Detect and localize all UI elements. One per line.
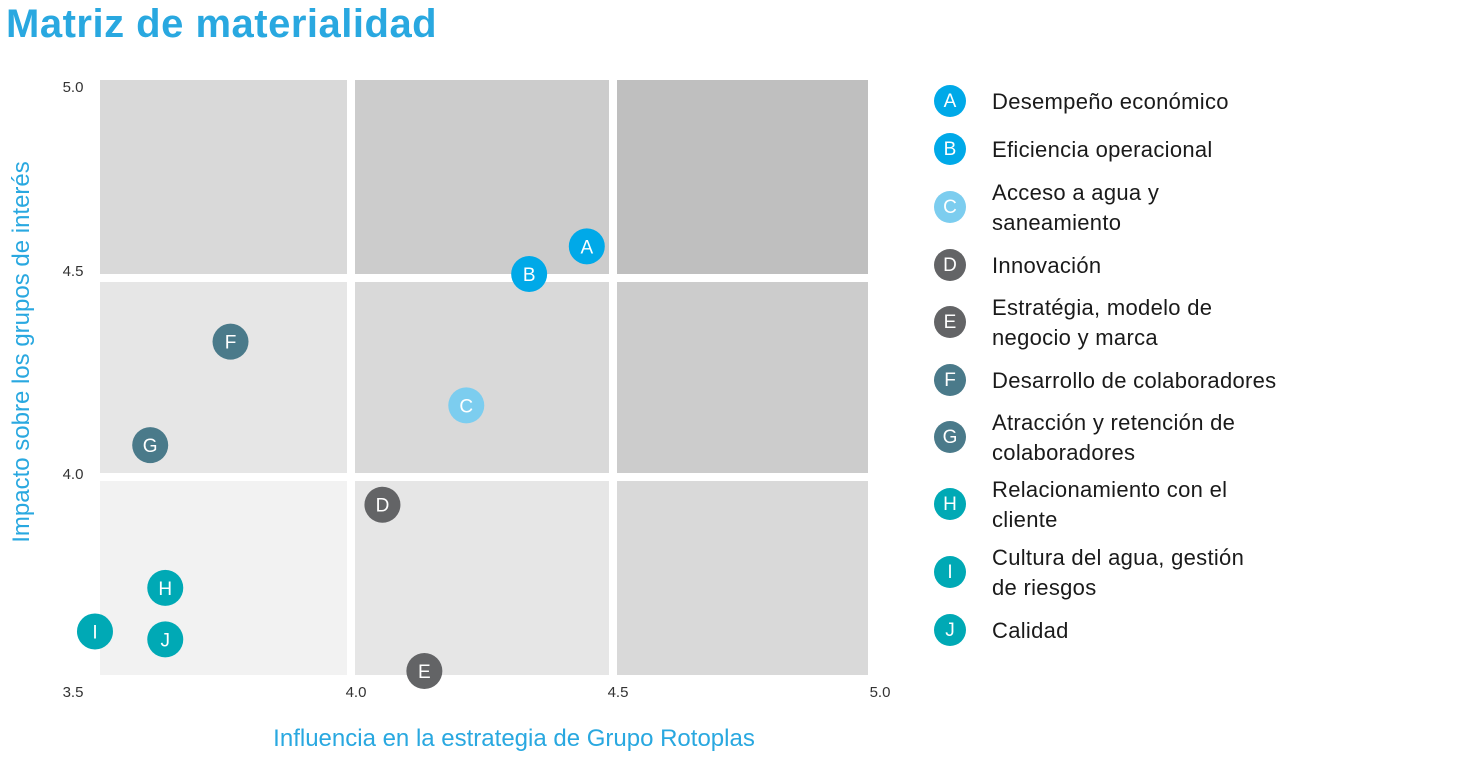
legend-marker (934, 421, 966, 453)
legend-letter: H (943, 494, 957, 515)
y-tick-label: 4.0 (63, 466, 84, 483)
point-letter: E (418, 662, 431, 683)
legend-item-d: D Innovación (934, 249, 1101, 281)
quadrant-0-2 (617, 80, 868, 274)
x-tick-label: 4.5 (608, 684, 629, 701)
legend-marker (934, 614, 966, 646)
point-marker (147, 569, 184, 606)
quadrant-1-1 (355, 282, 609, 473)
legend-letter: C (943, 197, 957, 218)
legend-label: Desempeño económico (992, 89, 1229, 114)
legend-item-b: B Eficiencia operacional (934, 133, 1213, 165)
legend-letter: I (947, 562, 952, 583)
legend-label: negocio y marca (992, 325, 1158, 350)
point-e: E (406, 653, 443, 690)
legend-label: Desarrollo de colaboradores (992, 368, 1276, 393)
legend-letter: E (944, 312, 957, 333)
legend-label: Cultura del agua, gestión (992, 545, 1244, 570)
point-letter: I (92, 622, 97, 643)
point-letter: F (225, 333, 237, 354)
point-i: I (76, 613, 113, 650)
legend-marker (934, 556, 966, 588)
point-letter: G (143, 436, 158, 457)
quadrant-0-0 (100, 80, 347, 274)
legend-marker (934, 133, 966, 165)
point-h: H (147, 569, 184, 606)
legend-marker (934, 191, 966, 223)
legend-label: Innovación (992, 253, 1101, 278)
point-marker (406, 653, 443, 690)
legend-item-j: J Calidad (934, 614, 1069, 646)
legend-label: Calidad (992, 618, 1069, 643)
quadrant-grid (100, 80, 868, 675)
point-c: C (448, 387, 485, 424)
point-letter: D (376, 496, 390, 517)
point-marker (448, 387, 485, 424)
point-marker (147, 621, 184, 658)
axis-ticks: 3.5 4.0 4.5 5.0 5.0 4.5 4.0 (63, 79, 891, 701)
legend-label: saneamiento (992, 210, 1121, 235)
legend-label: Eficiencia operacional (992, 137, 1213, 162)
quadrant-2-0 (100, 481, 347, 675)
legend-letter: A (944, 91, 957, 112)
legend-letter: D (943, 255, 957, 276)
legend-item-c: C Acceso a agua y saneamiento (934, 180, 1159, 235)
page-title: Matriz de materialidad (6, 2, 438, 46)
data-points: A B C D E F G H I J (76, 228, 605, 690)
legend-label: Relacionamiento con el (992, 477, 1227, 502)
point-j: J (147, 621, 184, 658)
point-d: D (364, 486, 401, 523)
point-marker (568, 228, 605, 265)
y-axis-label: Impacto sobre los grupos de interés (8, 161, 35, 543)
point-letter: A (580, 237, 593, 258)
point-marker (511, 256, 548, 293)
point-marker (132, 427, 169, 464)
legend-marker (934, 249, 966, 281)
legend-item-e: E Estratégia, modelo de negocio y marca (934, 295, 1212, 350)
y-tick-label: 5.0 (63, 79, 84, 96)
legend: A Desempeño económico B Eficiencia operacio… (934, 85, 1276, 646)
point-marker (364, 486, 401, 523)
legend-marker (934, 364, 966, 396)
legend-marker (934, 488, 966, 520)
point-letter: C (459, 396, 473, 417)
legend-letter: G (943, 427, 958, 448)
legend-marker (934, 85, 966, 117)
point-a: A (568, 228, 605, 265)
y-tick-label: 4.5 (63, 263, 84, 280)
legend-letter: J (945, 620, 955, 641)
point-f: F (212, 323, 249, 360)
x-tick-label: 3.5 (63, 684, 84, 701)
x-tick-label: 4.0 (346, 684, 367, 701)
legend-label: de riesgos (992, 575, 1097, 600)
quadrant-1-2 (617, 282, 868, 473)
legend-letter: F (944, 370, 956, 391)
legend-item-g: G Atracción y retención de colaboradores (934, 410, 1235, 465)
legend-letter: B (944, 139, 957, 160)
legend-item-f: F Desarrollo de colaboradores (934, 364, 1276, 396)
quadrant-2-2 (617, 481, 868, 675)
quadrant-0-1 (355, 80, 609, 274)
legend-item-h: H Relacionamiento con el cliente (934, 477, 1227, 532)
legend-label: colaboradores (992, 440, 1135, 465)
point-letter: J (161, 630, 171, 651)
legend-marker (934, 306, 966, 338)
point-b: B (511, 256, 548, 293)
point-marker (76, 613, 113, 650)
point-marker (212, 323, 249, 360)
point-g: G (132, 427, 169, 464)
x-tick-label: 5.0 (870, 684, 891, 701)
legend-label: Atracción y retención de (992, 410, 1235, 435)
x-axis-label: Influencia en la estrategia de Grupo Rot… (273, 725, 755, 752)
point-letter: H (158, 579, 172, 600)
legend-label: Acceso a agua y (992, 180, 1159, 205)
legend-label: cliente (992, 507, 1058, 532)
legend-item-a: A Desempeño económico (934, 85, 1229, 117)
legend-label: Estratégia, modelo de (992, 295, 1212, 320)
point-letter: B (523, 265, 536, 286)
legend-item-i: I Cultura del agua, gestión de riesgos (934, 545, 1244, 600)
